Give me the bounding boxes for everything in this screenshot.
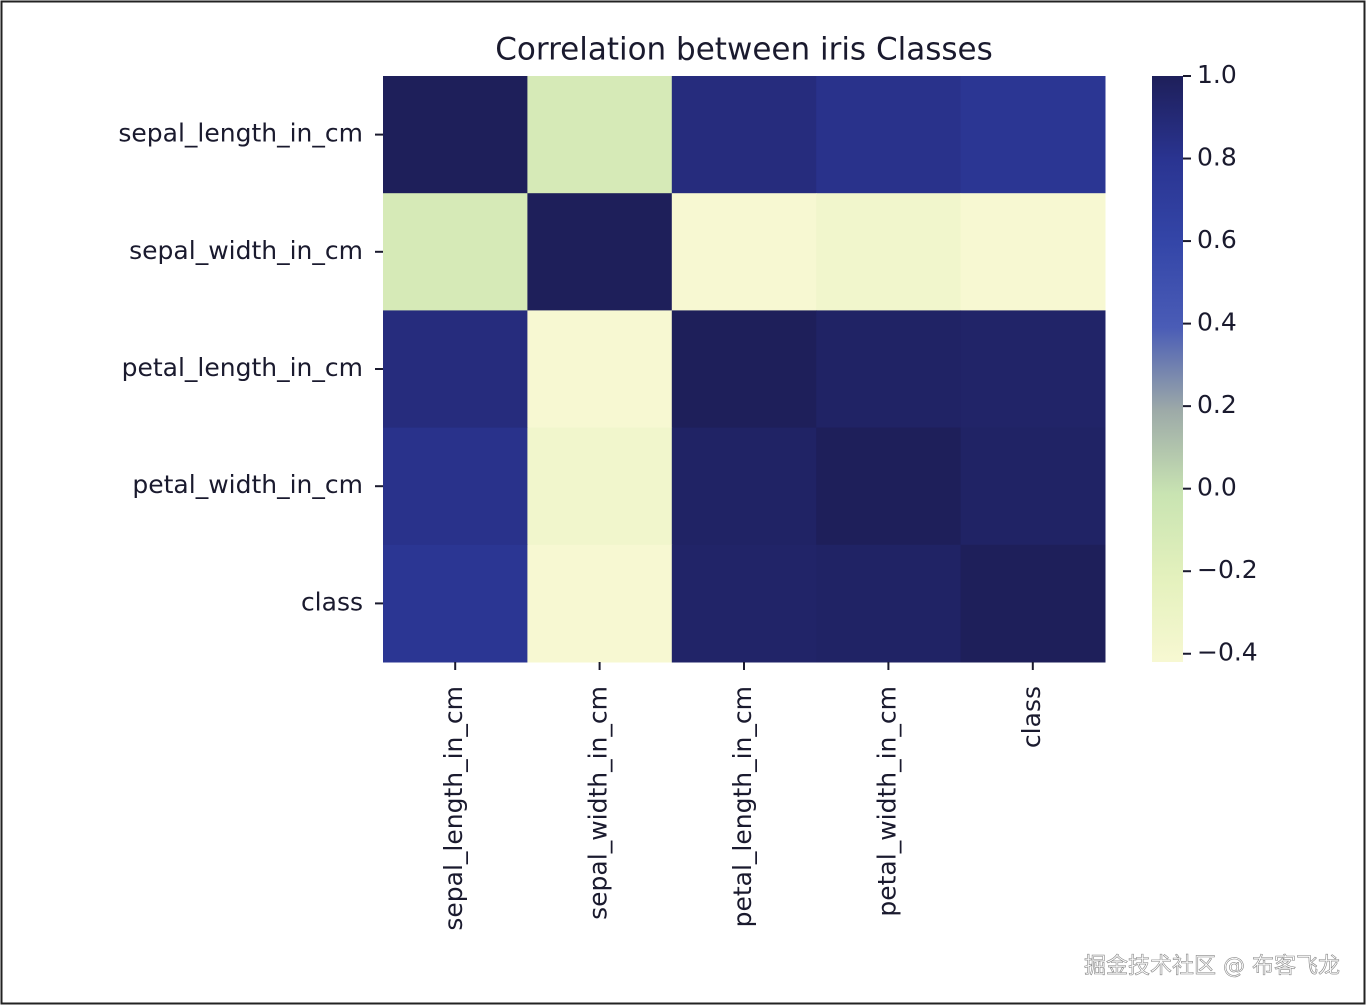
colorbar-tick-label: 0.8 xyxy=(1197,143,1237,172)
colorbar-tick-label: −0.4 xyxy=(1197,638,1258,667)
x-tick-label: petal_width_in_cm xyxy=(872,686,901,917)
heatmap-cell xyxy=(671,544,817,663)
heatmap-cell xyxy=(816,310,962,429)
heatmap-cell xyxy=(960,193,1106,311)
heatmap-cell xyxy=(527,193,673,311)
watermark: 掘金技术社区 @ 布客飞龙 xyxy=(1084,954,1340,979)
heatmap-cell xyxy=(527,310,673,429)
heatmap-cell xyxy=(816,76,962,194)
heatmap-cell xyxy=(527,76,673,194)
x-tick-label: sepal_length_in_cm xyxy=(439,686,468,931)
colorbar-tick-label: 1.0 xyxy=(1197,60,1237,89)
heatmap-cell xyxy=(527,427,673,546)
y-tick-label: class xyxy=(301,587,363,616)
heatmap-cell xyxy=(383,310,528,429)
y-tick-label: sepal_width_in_cm xyxy=(129,236,363,265)
heatmap-cell xyxy=(816,427,962,546)
colorbar xyxy=(1152,76,1183,662)
heatmap-cell xyxy=(671,193,817,311)
heatmap-cell xyxy=(960,310,1106,429)
heatmap-cell xyxy=(960,76,1106,194)
heatmap-cell xyxy=(383,193,528,311)
heatmap-cell xyxy=(816,193,962,311)
colorbar-tick-label: 0.6 xyxy=(1197,225,1237,254)
heatmap-cell xyxy=(671,427,817,546)
x-tick-label: petal_length_in_cm xyxy=(728,686,757,927)
heatmap-cell xyxy=(816,544,962,663)
heatmap-cell xyxy=(960,427,1106,546)
x-tick-label: sepal_width_in_cm xyxy=(584,686,613,920)
colorbar-tick-label: 0.0 xyxy=(1197,473,1237,502)
y-tick-label: petal_width_in_cm xyxy=(132,470,363,499)
heatmap-cell xyxy=(960,544,1106,663)
heatmap-cell xyxy=(383,76,528,194)
heatmap-cell xyxy=(671,76,817,194)
heatmap-cell xyxy=(527,544,673,663)
y-tick-label: sepal_length_in_cm xyxy=(118,119,363,148)
chart-title: Correlation between iris Classes xyxy=(495,32,992,68)
colorbar-tick-label: 0.4 xyxy=(1197,308,1237,337)
heatmap-cell xyxy=(671,310,817,429)
y-tick-label: petal_length_in_cm xyxy=(122,353,363,382)
heatmap-cell xyxy=(383,544,528,663)
colorbar-tick-label: 0.2 xyxy=(1197,390,1237,419)
heatmap-cell xyxy=(383,427,528,546)
colorbar-tick-label: −0.2 xyxy=(1197,555,1258,584)
x-tick-label: class xyxy=(1017,686,1046,748)
